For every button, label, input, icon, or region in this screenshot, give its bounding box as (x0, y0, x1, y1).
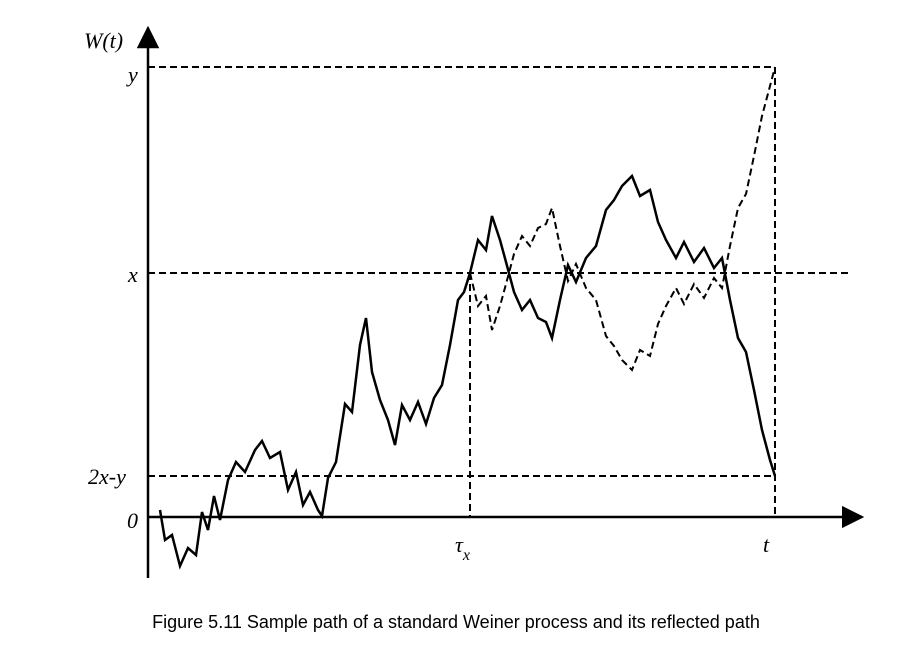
time-label: τx (455, 532, 470, 564)
tau-subscript: x (462, 547, 470, 564)
y-axis-label: W(t) (84, 28, 123, 53)
tau: τ (455, 532, 464, 557)
time-label: t (763, 532, 770, 557)
sample-path (158, 173, 777, 570)
reflected-path (469, 66, 776, 372)
caption: Figure 5.11 Sample path of a standard We… (152, 612, 760, 632)
level-label: y (126, 62, 138, 87)
level-label: x (127, 262, 138, 287)
level-label: 0 (127, 508, 138, 533)
level-label: 2x-y (88, 464, 126, 489)
